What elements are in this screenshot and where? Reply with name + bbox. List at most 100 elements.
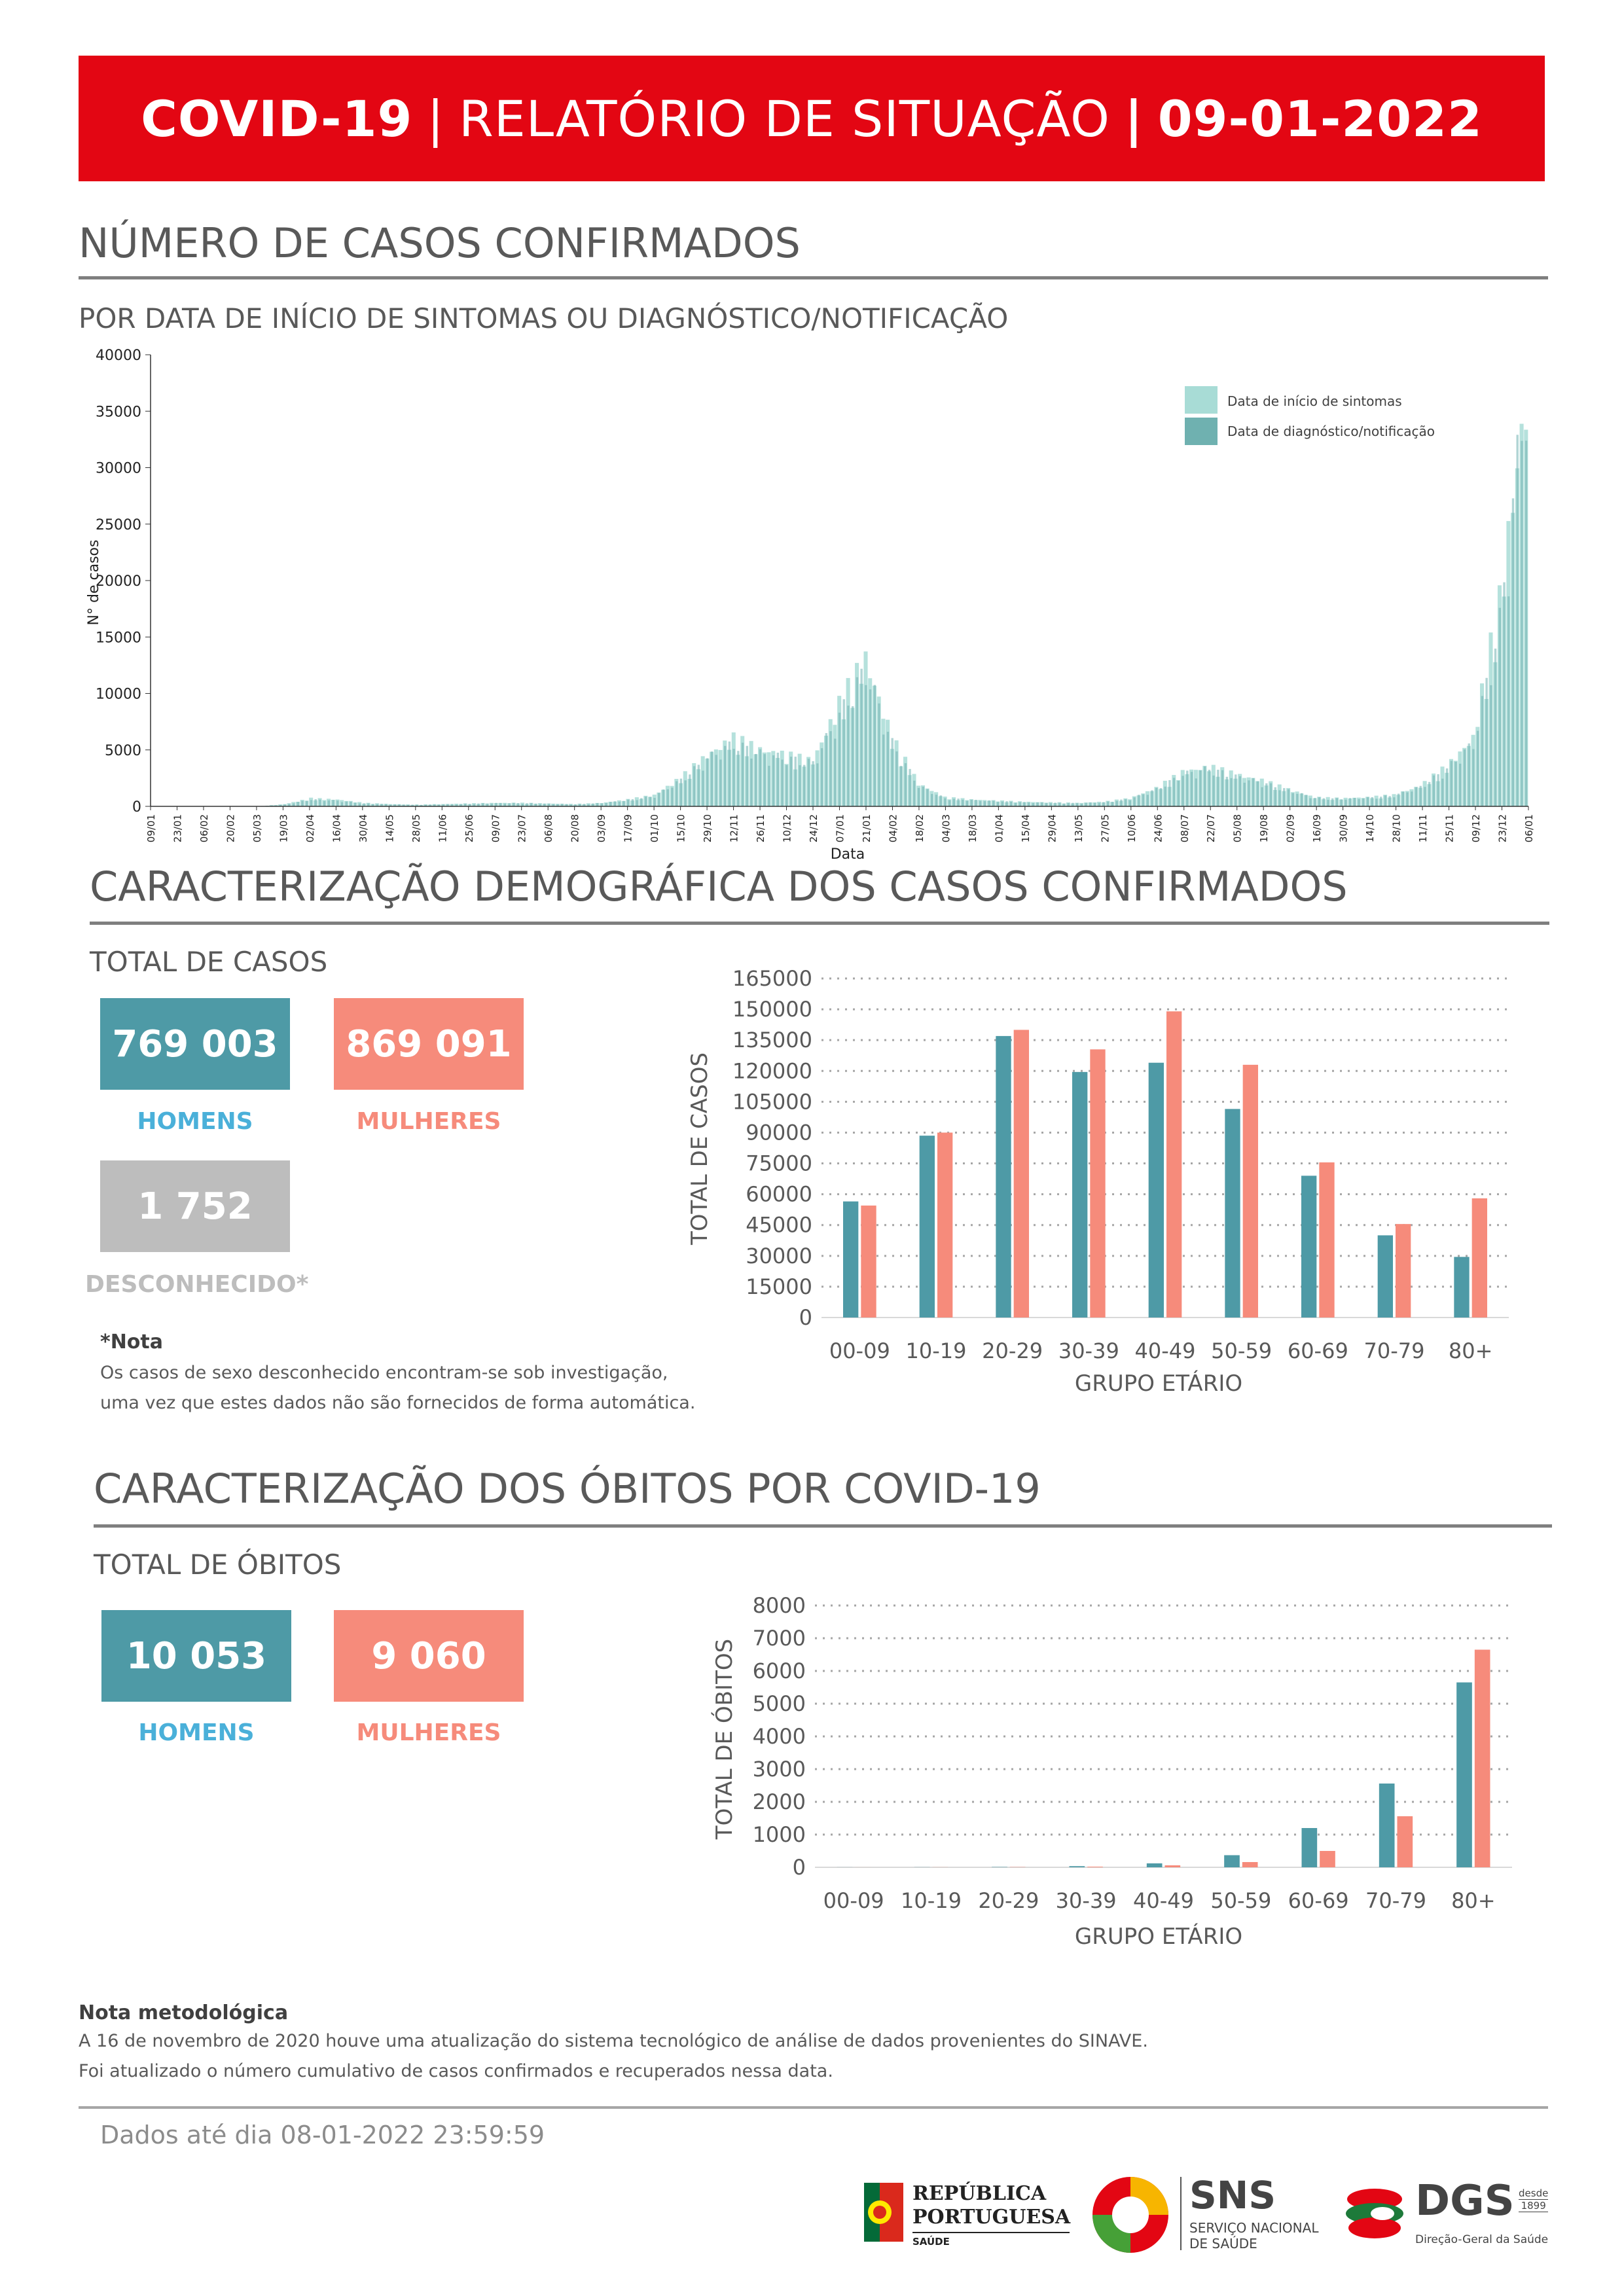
epi-bar-notification (1146, 795, 1149, 806)
epi-x-tick-label: 28/05 (410, 814, 422, 842)
logo-text: 1899 (1519, 2199, 1549, 2212)
epi-bar-notification (834, 738, 837, 806)
epi-bar-notification (1468, 743, 1470, 806)
epi-bar-notification (1036, 802, 1039, 806)
epi-x-tick-label: 14/05 (384, 814, 395, 842)
epi-bar-notification (596, 803, 599, 806)
epi-bar-notification (1062, 803, 1066, 806)
epi-bar-notification (1072, 802, 1074, 806)
men-deaths-label: HOMENS (138, 1719, 255, 1746)
epi-bar-notification (746, 745, 748, 806)
deaths-y-tick-label: 7000 (753, 1626, 806, 1651)
epi-bar-notification (363, 803, 365, 806)
epi-bar-notification (565, 804, 568, 806)
epi-bar-notification (556, 804, 559, 806)
deaths-y-tick-label: 1000 (753, 1822, 806, 1847)
epi-bar-notification (539, 804, 541, 806)
women-cases-box: 869 091 (334, 998, 524, 1090)
epi-bar-notification (992, 800, 995, 806)
epi-bar-notification (1331, 798, 1334, 806)
epi-bar-notification (1401, 791, 1405, 806)
epi-bar-notification (473, 804, 475, 806)
cases-x-tick-label: 20-29 (982, 1338, 1043, 1363)
epi-bar-notification (1093, 802, 1096, 806)
epi-bar-notification (516, 803, 520, 806)
unknown-cases-box: 1 752 (100, 1160, 290, 1252)
epi-bar-notification (376, 804, 379, 806)
deaths-y-tick-label: 6000 (753, 1659, 806, 1683)
cases-bar-men (1148, 1062, 1164, 1318)
epi-bar-notification (710, 751, 713, 806)
epi-bar-notification (1195, 778, 1197, 806)
epi-bar-notification (1155, 787, 1158, 806)
epi-bar-notification (354, 802, 357, 806)
deaths-bar-men (1146, 1863, 1163, 1867)
epi-x-tick-label: 25/06 (463, 814, 475, 842)
cases-bar-women (1471, 1198, 1487, 1318)
epi-x-tick-label: 19/03 (278, 814, 289, 842)
epi-bar-notification (1445, 768, 1449, 806)
epi-x-tick-label: 15/04 (1020, 814, 1032, 842)
dgs-emblem-icon (1346, 2189, 1403, 2238)
epi-bar-notification (1265, 783, 1268, 806)
portugal-flag-icon (864, 2183, 903, 2242)
epi-bar-notification (895, 751, 898, 806)
epi-bar-notification (623, 800, 625, 806)
cases-section-title: NÚMERO DE CASOS CONFIRMADOS (79, 219, 801, 267)
epi-bar-notification (737, 751, 740, 806)
epi-bar-notification (1128, 800, 1132, 806)
epi-bar-notification (882, 734, 885, 806)
epi-y-tick-label: 15000 (96, 630, 141, 646)
epi-bar-notification (1199, 770, 1202, 806)
epi-x-tick-label: 11/06 (437, 814, 448, 842)
cases-y-tick-label: 90000 (746, 1120, 812, 1145)
epi-bar-notification (865, 685, 867, 806)
epi-x-tick-label: 27/05 (1099, 814, 1111, 842)
epi-y-tick-label: 20000 (96, 573, 141, 590)
epi-bar-notification (1028, 802, 1030, 806)
epi-bar-notification (957, 798, 960, 806)
demographic-section-title: CARACTERIZAÇÃO DEMOGRÁFICA DOS CASOS CON… (90, 863, 1348, 910)
logo-text: REPÚBLICA (912, 2182, 1047, 2205)
deaths-by-age-chart: 0 1000 2000 3000 4000 5000 6000 7000 8000 00-09 1… (711, 1593, 1512, 1950)
cases-bar-men (1072, 1071, 1088, 1318)
epi-y-tick-label: 30000 (96, 461, 141, 477)
legend-label-notification: Data de diagnóstico/notificação (1227, 423, 1435, 439)
epi-bar-notification (609, 802, 612, 806)
unknown-cases-label: DESCONHECIDO* (85, 1271, 309, 1298)
epi-bar-notification (464, 803, 467, 806)
epi-bar-notification (723, 745, 727, 806)
epi-bar-notification (1225, 776, 1229, 806)
epi-bar-notification (697, 764, 700, 806)
epi-bar-notification (1089, 802, 1092, 806)
epi-bar-notification (1261, 787, 1263, 806)
deaths-x-tick-label: 00-09 (823, 1888, 884, 1913)
deaths-bar-men (1301, 1828, 1318, 1867)
epi-bar-notification (1296, 793, 1299, 806)
epi-bar-notification (873, 685, 876, 806)
epi-bar-notification (429, 804, 431, 806)
deaths-bar-women (1397, 1816, 1413, 1867)
epi-x-tick-label: 02/04 (304, 814, 316, 842)
deaths-x-tick-label: 30-39 (1056, 1888, 1117, 1913)
epi-bar-notification (970, 799, 973, 806)
women-cases-label: MULHERES (356, 1108, 501, 1135)
epi-bar-notification (403, 804, 405, 806)
epi-bar-notification (1454, 761, 1457, 806)
epi-bar-notification (283, 804, 286, 806)
epi-bar-notification (1358, 798, 1360, 806)
epi-bar-notification (1415, 787, 1418, 806)
epi-bar-notification (416, 804, 418, 806)
unknown-note-title: *Nota (100, 1331, 163, 1354)
epi-bar-notification (644, 797, 647, 806)
epi-bar-notification (1208, 770, 1211, 806)
women-deaths-box: 9 060 (334, 1610, 524, 1702)
epi-bar-notification (1124, 799, 1127, 806)
cases-y-tick-label: 0 (799, 1305, 812, 1330)
epi-x-tick-label: 07/01 (835, 814, 846, 842)
epi-bar-notification (297, 802, 299, 806)
epi-x-tick-label: 20/02 (225, 814, 236, 842)
epi-bar-notification (1507, 596, 1510, 806)
men-cases-box: 769 003 (100, 998, 290, 1090)
epi-x-tick-label: 13/05 (1073, 814, 1085, 842)
